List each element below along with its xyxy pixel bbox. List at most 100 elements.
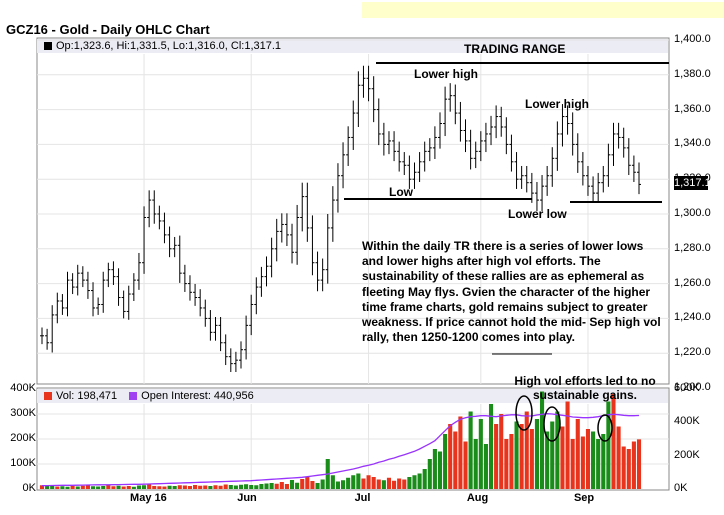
ohlc-bar: [489, 115, 494, 146]
open-interest-tick-label: 600K: [674, 382, 700, 394]
volume-bar: [596, 439, 601, 489]
ohlc-bar: [443, 86, 448, 137]
volume-bar: [509, 434, 514, 489]
oi-swatch: [129, 392, 138, 400]
volume-bar: [126, 486, 131, 489]
volume-bar: [529, 429, 534, 489]
ohlc-bar: [637, 162, 641, 195]
ohlc-bar: [386, 131, 391, 155]
volume-bar: [534, 419, 539, 489]
volume-bar: [494, 424, 499, 489]
ohlc-bar: [208, 310, 213, 341]
header-banner: [362, 2, 724, 18]
ohlc-legend: Op:1,323.6, Hi:1,331.5, Lo:1,316.0, Cl:1…: [44, 40, 281, 52]
ohlc-bar: [585, 165, 590, 196]
ohlc-bar: [555, 121, 560, 171]
ohlc-bar: [494, 105, 499, 139]
volume-bar: [371, 477, 376, 489]
ohlc-bar: [591, 176, 596, 203]
volume-bar: [198, 485, 203, 489]
volume-bar: [116, 485, 121, 489]
volume-tick-label: 100K: [10, 457, 36, 469]
volume-bar: [182, 485, 187, 489]
ohlc-bar: [91, 282, 96, 317]
ohlc-bar: [152, 190, 157, 224]
ohlc-bar: [550, 147, 555, 187]
volume-circle-2: [543, 406, 561, 442]
volume-bar: [427, 459, 432, 489]
ohlc-bar: [427, 138, 432, 162]
date-tick-label: Jul: [354, 492, 371, 504]
volume-bar: [259, 484, 264, 489]
ohlc-bar: [177, 235, 182, 283]
ohlc-bar: [565, 105, 570, 135]
ohlc-bar: [611, 122, 616, 166]
ohlc-bar: [397, 141, 402, 172]
volume-bar: [142, 485, 147, 489]
ohlc-bar: [325, 214, 330, 284]
volume-bar: [575, 419, 580, 489]
volume-bar: [616, 426, 621, 489]
price-tick-label: 1,200.0: [674, 381, 711, 393]
volume-bar: [636, 439, 642, 489]
volume-bar: [483, 444, 488, 489]
open-interest-tick-label: 0K: [674, 482, 688, 494]
volume-bar: [269, 483, 274, 489]
volume-bar: [611, 394, 616, 489]
ohlc-swatch: [44, 42, 52, 50]
volume-bar: [366, 475, 371, 489]
ohlc-bar: [514, 152, 519, 189]
volume-bar: [177, 485, 182, 489]
volume-bar: [473, 439, 478, 489]
ohlc-bar: [346, 126, 351, 166]
volume-bar: [101, 486, 106, 489]
volume-bar: [330, 475, 335, 489]
ohlc-bar: [422, 141, 427, 172]
ohlc-bar: [75, 264, 80, 296]
volume-bar: [244, 484, 249, 489]
ohlc-bar: [596, 172, 601, 203]
volume-circle-1: [515, 395, 533, 431]
volume-bar: [580, 436, 585, 489]
open-interest-tick-label: 400K: [674, 415, 700, 428]
ohlc-bar: [570, 112, 575, 156]
chart-title: GCZ16 - Gold - Daily OHLC Chart: [6, 22, 210, 37]
volume-bar: [203, 485, 208, 489]
volume-bar: [80, 485, 85, 489]
volume-bar: [453, 431, 458, 489]
volume-bar: [279, 482, 284, 489]
ohlc-bar: [111, 261, 116, 285]
price-tick-label: 1,240.0: [674, 311, 711, 324]
price-bars: [40, 65, 641, 372]
volume-bar: [432, 449, 437, 489]
volume-bar: [621, 446, 626, 489]
ohlc-bar: [60, 294, 65, 315]
volume-bar: [545, 431, 550, 489]
ohlc-bar: [448, 83, 453, 112]
ohlc-bar: [147, 190, 152, 228]
ohlc-bar: [499, 106, 504, 137]
volume-bar: [60, 486, 65, 489]
lower-high-label-2: Lower high: [525, 97, 589, 111]
ohlc-bar: [519, 165, 524, 189]
ohlc-bar: [356, 71, 361, 127]
volume-bar: [315, 483, 320, 489]
date-tick-label: Aug: [466, 492, 489, 504]
ohlc-bar: [631, 155, 636, 182]
volume-bar: [540, 391, 545, 489]
ohlc-bar: [96, 297, 101, 315]
ohlc-bar: [126, 285, 131, 320]
ohlc-bar: [529, 172, 534, 203]
ohlc-bar: [249, 294, 254, 336]
volume-bar: [402, 479, 407, 489]
ohlc-bar: [284, 213, 289, 247]
ohlc-bar: [560, 104, 565, 147]
volume-bar: [361, 478, 366, 489]
volume-bar: [499, 414, 504, 489]
volume-bar: [111, 486, 116, 489]
ohlc-bar: [136, 252, 141, 290]
ohlc-bar: [621, 127, 626, 158]
ohlc-bar: [412, 162, 417, 189]
ohlc-bar: [366, 65, 371, 102]
